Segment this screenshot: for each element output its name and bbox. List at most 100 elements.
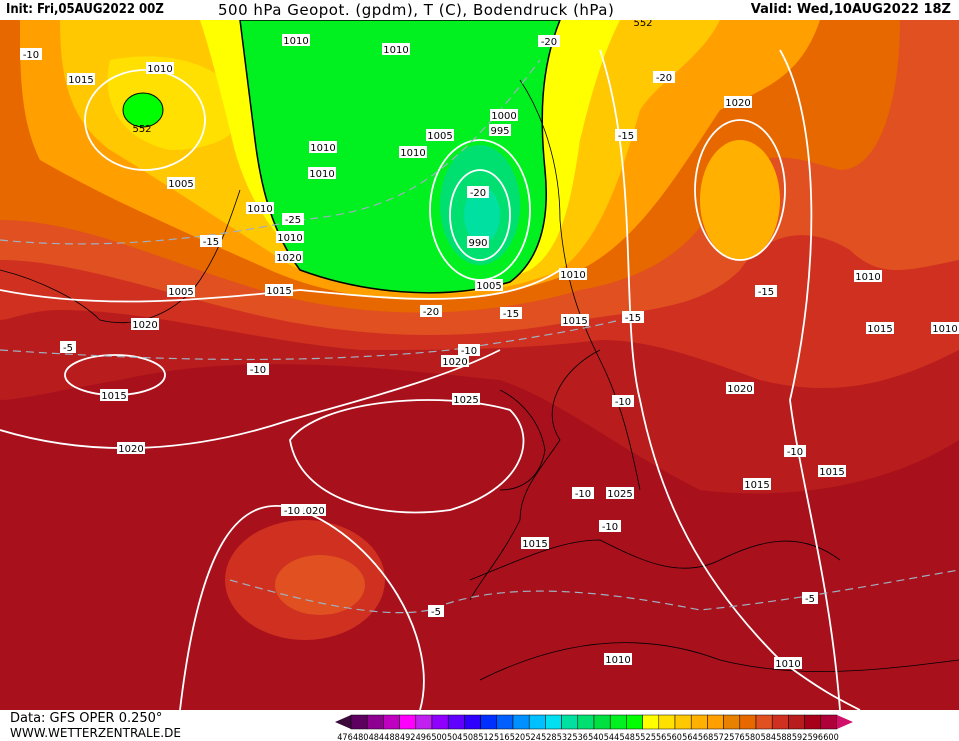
legend-swatch xyxy=(804,714,822,730)
temperature-label-box xyxy=(802,592,818,604)
isobar-label-box xyxy=(382,43,410,55)
isobar-label: 1015 xyxy=(562,316,587,327)
legend-label: 512 xyxy=(478,733,493,741)
temperature-label-box xyxy=(653,71,675,83)
legend-label: 580 xyxy=(745,733,760,741)
isobar-label: 1020 xyxy=(276,253,301,264)
legend-swatch xyxy=(820,714,838,730)
temperature-label-box xyxy=(281,504,303,516)
isobar-label: 1005 xyxy=(427,131,452,142)
isobar-label: 1015 xyxy=(522,539,547,550)
legend-swatch xyxy=(658,714,676,730)
footer: Data: GFS OPER 0.250° WWW.WETTERZENTRALE… xyxy=(0,710,959,741)
temperature-label-box xyxy=(572,487,594,499)
legend-swatch xyxy=(626,714,643,730)
isobar-label: 1010 xyxy=(247,204,272,215)
legend-label: 524 xyxy=(525,733,540,741)
isobar-label-box xyxy=(452,393,480,405)
isobar-label-box xyxy=(426,129,454,141)
temperature-label-box xyxy=(200,235,222,247)
legend-label: 540 xyxy=(588,733,603,741)
isobar-label: 1010 xyxy=(147,64,172,75)
isobar-label-box xyxy=(743,478,771,490)
isobar-label: 1015 xyxy=(867,324,892,335)
legend-swatch xyxy=(399,714,417,730)
isobar-label: 1020 xyxy=(725,98,750,109)
legend-swatch xyxy=(642,714,660,730)
isobar-label: 1010 xyxy=(775,659,800,670)
isobar-label: 1000 xyxy=(491,111,516,122)
temperature-label: -10 xyxy=(575,489,591,500)
isobar-label-box xyxy=(282,34,310,46)
isobar-label-box xyxy=(265,284,293,296)
legend-swatch xyxy=(788,714,805,730)
isobar-label: 1020 xyxy=(132,320,157,331)
isobar-label-box xyxy=(67,73,95,85)
temperature-label: -25 xyxy=(285,215,301,226)
valid-time: Valid: Wed,10AUG2022 18Z xyxy=(750,2,951,17)
legend-swatch xyxy=(593,714,611,730)
legend-label: 572 xyxy=(714,733,729,741)
isobar-label: 1020 xyxy=(442,357,467,368)
legend-swatch xyxy=(707,714,724,730)
legend-label: 544 xyxy=(604,733,619,741)
legend-label: 520 xyxy=(510,733,525,741)
temperature-label-box xyxy=(599,520,621,532)
isobar-label: 1010 xyxy=(560,270,585,281)
isobar-label: 1015 xyxy=(266,286,291,297)
legend-swatch xyxy=(545,714,562,730)
isobar-label: 1010 xyxy=(400,148,425,159)
temperature-label: -20 xyxy=(541,37,557,48)
temperature-label: -10 xyxy=(250,365,266,376)
legend-label: 536 xyxy=(572,733,587,741)
temperature-label: -15 xyxy=(758,287,774,298)
legend-label: 560 xyxy=(666,733,681,741)
isobar-label-box xyxy=(298,504,326,516)
isobar-label-box xyxy=(167,177,195,189)
isobar-label-box xyxy=(559,268,587,280)
temperature-label-box xyxy=(20,48,42,60)
legend-label: 548 xyxy=(619,733,634,741)
isobar-label-box xyxy=(246,202,274,214)
isobar-label-box xyxy=(726,382,754,394)
contour-labels: 1010101010151010100510101010101010051000… xyxy=(20,20,959,670)
temperature-label-box xyxy=(60,341,76,353)
temperature-label: -10 xyxy=(284,506,300,517)
isobar-label-box xyxy=(146,62,174,74)
isobar-label-box xyxy=(854,270,882,282)
temperature-label: -20 xyxy=(656,73,672,84)
isobar-label-box xyxy=(475,279,503,291)
isobar-label-box xyxy=(308,167,336,179)
temperature-label-box xyxy=(615,129,637,141)
legend-label: 480 xyxy=(353,733,368,741)
temperature-label: -10 xyxy=(615,397,631,408)
legend-label: 484 xyxy=(369,733,384,741)
temperature-label-box xyxy=(538,35,560,47)
legend-label: 500 xyxy=(431,733,446,741)
legend-label: 516 xyxy=(494,733,509,741)
isobar-label-box xyxy=(441,355,469,367)
isobar-label-box xyxy=(866,322,894,334)
legend-swatch xyxy=(577,714,595,730)
legend-label: 584 xyxy=(761,733,776,741)
isobar-label-box xyxy=(931,322,959,334)
legend-label: 576 xyxy=(729,733,744,741)
temperature-label: -15 xyxy=(625,313,641,324)
isobar-label-box xyxy=(467,236,489,248)
legend-label: 556 xyxy=(651,733,666,741)
legend-label: 568 xyxy=(698,733,713,741)
header: Init: Fri,05AUG2022 00Z 500 hPa Geopot. … xyxy=(0,0,959,20)
legend-label: 532 xyxy=(557,733,572,741)
temperature-label-box xyxy=(247,363,269,375)
temperature-label-box xyxy=(458,344,480,356)
temperature-label-box xyxy=(282,213,304,225)
temperature-label: -20 xyxy=(470,188,486,199)
legend-label: 552 xyxy=(635,733,650,741)
isobar-label-box xyxy=(521,537,549,549)
temperature-label: -5 xyxy=(431,607,441,618)
legend-swatch xyxy=(739,714,757,730)
isobar-label: 1010 xyxy=(605,655,630,666)
legend-label: 496 xyxy=(416,733,431,741)
isobar-label: 1010 xyxy=(283,36,308,47)
isobar-label: 995 xyxy=(490,126,509,137)
